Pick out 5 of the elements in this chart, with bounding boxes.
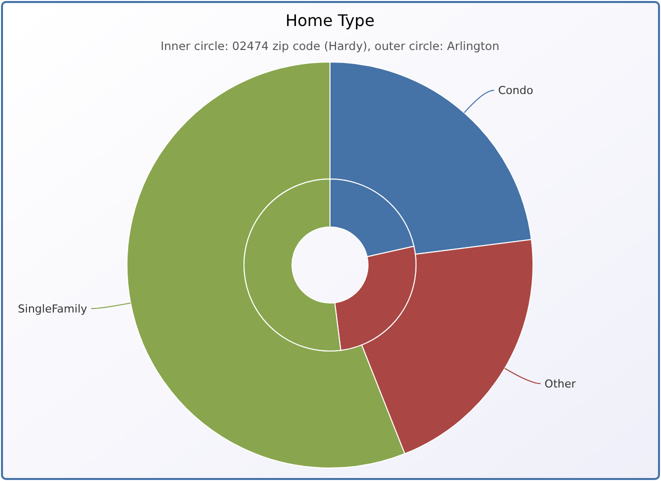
chart-subtitle: Inner circle: 02474 zip code (Hardy), outer circle: Arlington — [160, 39, 500, 53]
slice-label: Condo — [498, 84, 534, 98]
slice-label: SingleFamily — [18, 302, 88, 316]
slice-label: Other — [544, 377, 576, 390]
chart-title: Home Type — [285, 11, 375, 30]
